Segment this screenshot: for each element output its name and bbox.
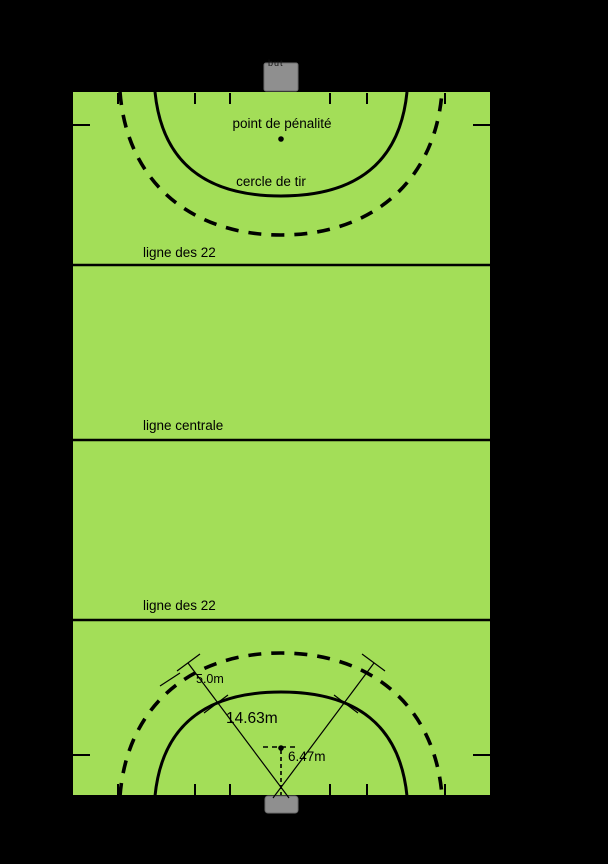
penalty-spot-label: point de pénalité <box>232 116 332 131</box>
shooting-circle-label: cercle de tir <box>236 174 306 189</box>
arc-offset-measurement: 5.0m <box>196 672 224 686</box>
22m-line-top-label: ligne des 22 <box>143 245 216 260</box>
goal-line-ticks-top <box>117 93 446 104</box>
circle-radius-measurement: 14.63m <box>226 710 278 727</box>
radius-dimension-lines <box>187 662 375 799</box>
dashed-5m-arc-top <box>118 91 444 237</box>
penalty-spot-top-dot <box>278 136 284 142</box>
penalty-spot-bottom-dot <box>278 745 284 751</box>
penalty-distance-measurement: 6.47m <box>288 749 326 764</box>
shooting-circle-bottom-arc <box>153 690 409 797</box>
arc-crossing-ticks <box>159 653 386 714</box>
22m-line-bottom-label: ligne des 22 <box>143 598 216 613</box>
centre-line-label: ligne centrale <box>143 418 224 433</box>
goal-line-ticks-bottom <box>117 784 446 795</box>
dashed-5m-arc-bottom <box>118 651 444 797</box>
goal-top <box>263 62 299 92</box>
shooting-circle-top-arc <box>153 91 409 198</box>
goal-bottom <box>264 795 299 814</box>
side-line-ticks <box>73 124 490 756</box>
goal-top-label: but <box>268 58 284 68</box>
field-surface <box>73 92 490 795</box>
